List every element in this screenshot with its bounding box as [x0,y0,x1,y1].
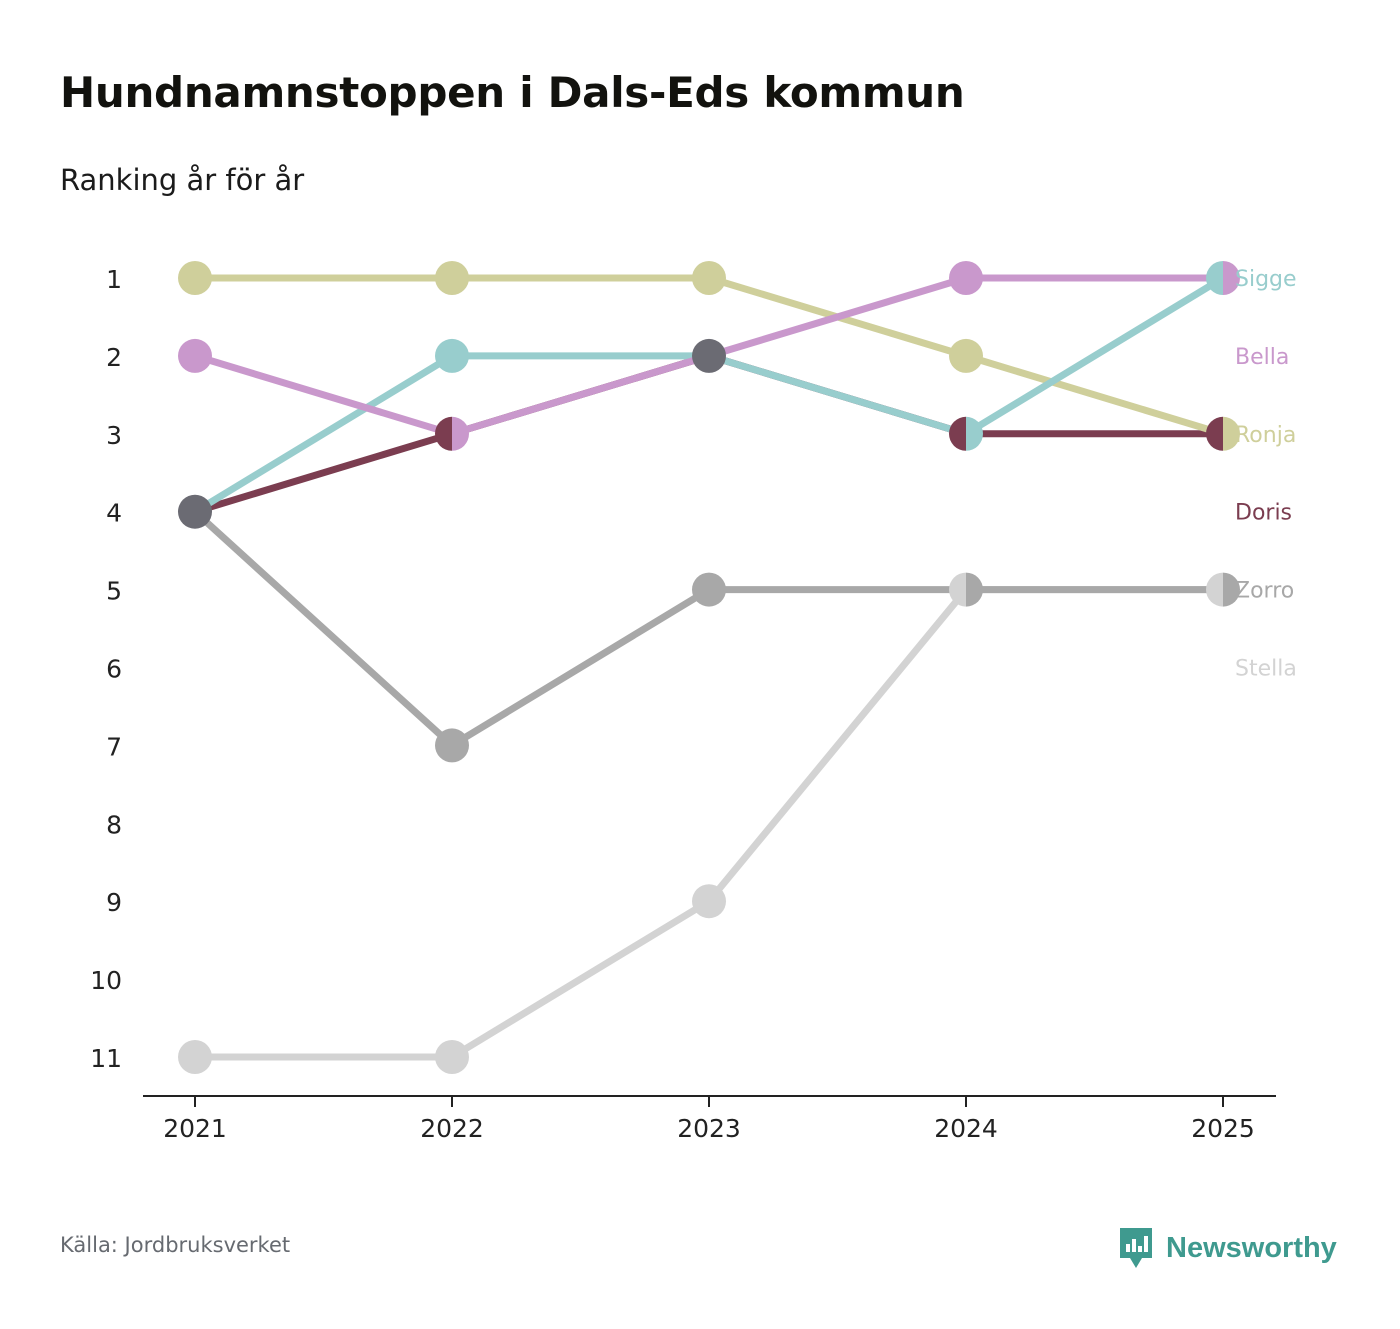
legend-label-ronja: Ronja [1235,423,1296,448]
point-doris [949,416,966,451]
point-ronja [692,261,726,295]
point-shared [692,338,726,373]
legend-label-sigge: Sigge [1235,267,1297,292]
point-stella [435,1040,469,1074]
y-tick-label: 3 [106,421,122,450]
point-ronja [178,261,212,295]
point-ronja [949,338,983,373]
y-tick-label: 10 [90,966,122,995]
point-stella [178,1040,212,1074]
y-tick-label: 11 [90,1044,122,1073]
point-bella [1223,261,1240,295]
x-tick-label: 2021 [163,1114,227,1143]
legend-label-doris: Doris [1235,501,1292,526]
point-ronja [1223,416,1240,451]
y-tick-label: 7 [106,732,122,761]
y-tick-label: 2 [106,343,122,372]
point-sigge [1206,261,1223,295]
legend: Sigge Bella Ronja Doris Zorro Stella [1235,267,1297,682]
point-bella [452,416,469,451]
x-tick-label: 2022 [420,1114,484,1143]
point-zorro [692,572,726,607]
point-stella [949,572,966,607]
x-tick-label: 2023 [677,1114,741,1143]
newsworthy-logo-icon [1120,1228,1152,1268]
point-stella [1206,572,1223,607]
y-tick-label: 9 [106,888,122,917]
brand-logo[interactable]: Newsworthy [1118,1226,1337,1270]
point-zorro [1223,572,1240,607]
y-axis-ticks: 1 2 3 4 5 6 7 8 9 10 11 [90,265,122,1073]
y-tick-label: 5 [106,577,122,606]
point-zorro [435,728,469,763]
legend-label-bella: Bella [1235,345,1289,370]
y-tick-label: 4 [106,499,122,528]
y-tick-label: 1 [106,265,122,294]
point-shared [178,494,212,529]
series-lines [192,274,1225,1061]
point-ronja [435,261,469,295]
series-line-sigge [193,275,1225,515]
point-stella [692,884,726,919]
point-zorro [966,572,983,607]
chart-title: Hundnamnstoppen i Dals-Eds kommun [60,68,965,117]
series-line-zorro [192,509,1223,749]
point-sigge [966,416,983,451]
legend-label-zorro: Zorro [1235,579,1294,604]
point-doris [435,416,452,451]
x-tick-label: 2024 [934,1114,998,1143]
point-sigge [435,338,469,373]
legend-label-stella: Stella [1235,657,1297,682]
x-axis-ticks: 2021 2022 2023 2024 2025 [163,1096,1255,1143]
point-bella [178,338,212,373]
y-tick-label: 6 [106,655,122,684]
series-points [178,261,1240,1074]
chart-subtitle: Ranking år för år [60,163,305,197]
brand-name: Newsworthy [1166,1231,1337,1264]
point-doris [1206,416,1223,451]
y-tick-label: 8 [106,810,122,839]
series-line-doris [193,352,1223,516]
x-tick-label: 2025 [1191,1114,1255,1143]
point-bella [949,261,983,295]
series-line-stella [195,586,1223,1061]
source-note: Källa: Jordbruksverket [60,1233,291,1257]
